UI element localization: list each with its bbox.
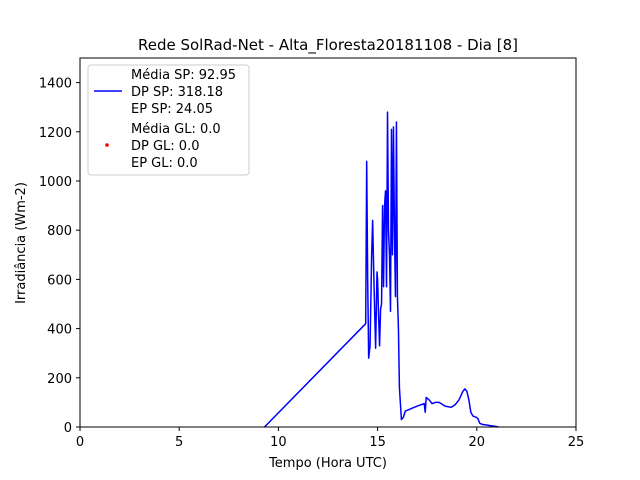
legend-entry-text: DP SP: 318.18: [131, 85, 223, 100]
y-tick-label: 0: [64, 421, 72, 436]
x-tick-label: 10: [270, 435, 287, 450]
plot-area: 0 5 10 15 20 25 0 200 400 600 800 1000 1200 1400: [39, 57, 585, 450]
y-tick-label: 800: [47, 224, 72, 239]
y-tick-label: 200: [47, 372, 72, 387]
legend-entry-text: EP GL: 0.0: [131, 156, 198, 171]
y-axis-label: Irradiância (Wm-2): [14, 182, 29, 304]
legend-handle-point-1: [105, 143, 109, 147]
y-tick-label: 1200: [39, 126, 72, 141]
plot-frame: [79, 57, 577, 428]
legend-entry-text: Média GL: 0.0: [131, 122, 221, 137]
x-tick-label: 15: [369, 435, 386, 450]
y-tick-label: 600: [47, 273, 72, 288]
x-tick-label: 5: [175, 435, 183, 450]
x-tick-label: 25: [568, 435, 585, 450]
legend-entry-text: DP GL: 0.0: [131, 139, 200, 154]
x-tick-label: 0: [76, 435, 84, 450]
x-axis-label: Tempo (Hora UTC): [268, 456, 387, 471]
y-tick-label: 1400: [39, 77, 72, 92]
legend: Média SP: 92.95 DP SP: 318.18 EP SP: 24.05…: [87, 64, 250, 176]
legend-box: [87, 64, 250, 176]
series-line-0: [263, 111, 499, 428]
x-tick-label: 20: [469, 435, 486, 450]
legend-entry-text: Média SP: 92.95: [131, 68, 236, 83]
y-tick-label: 1000: [39, 175, 72, 190]
legend-entry-text: EP SP: 24.05: [131, 102, 213, 117]
y-tick-label: 400: [47, 323, 72, 338]
chart-title: Rede SolRad-Net - Alta_Floresta20181108 …: [138, 36, 518, 55]
